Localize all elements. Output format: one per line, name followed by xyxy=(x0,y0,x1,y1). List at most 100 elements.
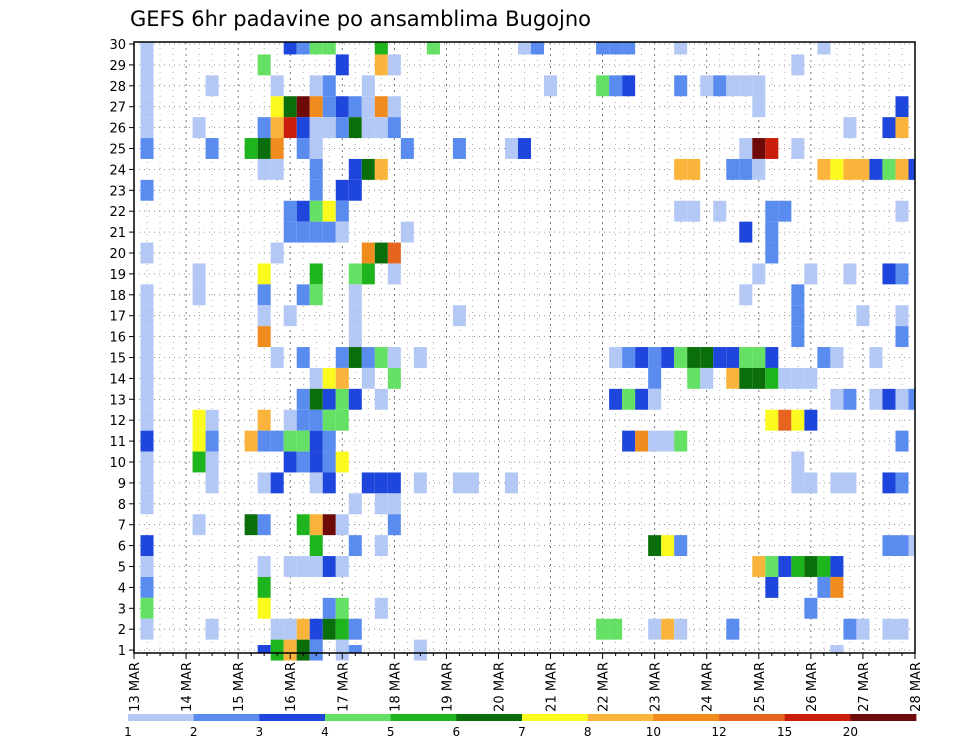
precip-cell xyxy=(687,367,701,389)
y-tick-label: 25 xyxy=(109,143,126,158)
y-tick-label: 3 xyxy=(118,602,126,617)
precip-cell xyxy=(322,42,336,55)
precip-cell xyxy=(270,430,284,452)
precip-cell xyxy=(257,409,271,431)
precip-cell xyxy=(257,576,271,598)
precip-cell xyxy=(283,200,297,222)
precip-cell xyxy=(726,158,740,180)
precip-cell xyxy=(270,75,284,97)
precip-cell xyxy=(609,42,623,55)
precip-cell xyxy=(309,263,323,285)
precip-cell xyxy=(270,618,284,640)
precip-cell xyxy=(140,597,154,619)
precip-cell xyxy=(322,618,336,640)
precip-cell xyxy=(908,388,915,410)
precip-cell xyxy=(205,451,219,473)
precip-cell xyxy=(895,535,909,557)
precip-cell xyxy=(609,618,623,640)
precip-cell xyxy=(335,451,349,473)
precip-cell xyxy=(856,618,870,640)
precip-cell xyxy=(140,347,154,368)
precip-cell xyxy=(309,618,323,640)
precip-cell xyxy=(140,576,154,598)
precip-cell xyxy=(348,117,362,139)
precip-cell xyxy=(140,284,154,306)
precip-cell xyxy=(544,75,558,97)
precip-cell xyxy=(309,388,323,410)
precip-cell xyxy=(361,158,375,180)
colorbar-label: 20 xyxy=(843,725,858,739)
precip-cell xyxy=(283,305,297,327)
precip-cell xyxy=(674,618,688,640)
colorbar-label: 10 xyxy=(646,725,661,739)
precip-cell xyxy=(374,388,388,410)
precip-cell xyxy=(830,556,844,577)
precip-cell xyxy=(296,138,310,159)
precip-cell xyxy=(270,117,284,139)
colorbar-label: 2 xyxy=(190,725,198,739)
precip-cell xyxy=(374,158,388,180)
x-tick-label: 13 MAR xyxy=(128,662,143,712)
precip-cell xyxy=(882,388,896,410)
precip-cell xyxy=(830,158,844,180)
y-tick-label: 22 xyxy=(109,205,126,220)
y-tick-label: 18 xyxy=(109,289,126,304)
precip-cell xyxy=(283,42,297,55)
precip-cell xyxy=(895,326,909,348)
precip-cell xyxy=(843,618,857,640)
precip-cell xyxy=(296,514,310,536)
precip-cell xyxy=(140,117,154,139)
precip-cell xyxy=(400,221,414,243)
precip-cell xyxy=(387,493,401,515)
precip-cell xyxy=(348,645,362,653)
colorbar-label: 3 xyxy=(256,725,264,739)
precip-cell xyxy=(517,42,532,55)
precip-cell xyxy=(452,472,466,494)
precip-cell xyxy=(322,451,336,473)
y-tick-label: 21 xyxy=(109,226,126,241)
precip-cell xyxy=(700,367,714,389)
y-tick-label: 9 xyxy=(118,477,126,492)
precip-cell xyxy=(726,367,740,389)
precip-cell xyxy=(700,347,714,368)
precip-cell xyxy=(387,242,401,264)
precip-cell xyxy=(348,179,362,201)
precip-cell xyxy=(309,367,323,389)
y-tick-label: 20 xyxy=(109,247,126,262)
precip-cell xyxy=(283,221,297,243)
precip-cell xyxy=(192,284,206,306)
precip-cell xyxy=(270,347,284,368)
precip-cell xyxy=(322,556,336,577)
precip-cell xyxy=(791,326,805,348)
precip-cell xyxy=(335,200,349,222)
precip-cell xyxy=(804,597,818,619)
precip-cell xyxy=(335,221,349,243)
precip-cell xyxy=(309,96,323,118)
precip-cell xyxy=(192,117,206,139)
x-tick-label: 14 MAR xyxy=(180,662,195,712)
precip-cell xyxy=(296,200,310,222)
precip-cell xyxy=(283,556,297,577)
precip-cell xyxy=(739,284,753,306)
y-tick-label: 7 xyxy=(118,519,126,534)
y-tick-label: 5 xyxy=(118,561,126,576)
precip-cell xyxy=(296,221,310,243)
precip-cell xyxy=(192,263,206,285)
precip-cell xyxy=(322,221,336,243)
precip-cell xyxy=(296,117,310,139)
precip-cell xyxy=(765,409,779,431)
precip-cell xyxy=(895,618,909,640)
precip-cell xyxy=(661,347,675,368)
precip-cell xyxy=(361,75,375,97)
precip-cell xyxy=(674,42,688,55)
precip-cell xyxy=(309,138,323,159)
precip-cell xyxy=(361,472,375,494)
precip-cell xyxy=(361,117,375,139)
precip-cell xyxy=(205,430,219,452)
y-tick-label: 19 xyxy=(109,268,126,283)
colorbar-swatch xyxy=(456,714,523,721)
precip-cell xyxy=(335,556,349,577)
precip-cell xyxy=(843,117,857,139)
precip-cell xyxy=(374,117,388,139)
precip-cell xyxy=(296,388,310,410)
